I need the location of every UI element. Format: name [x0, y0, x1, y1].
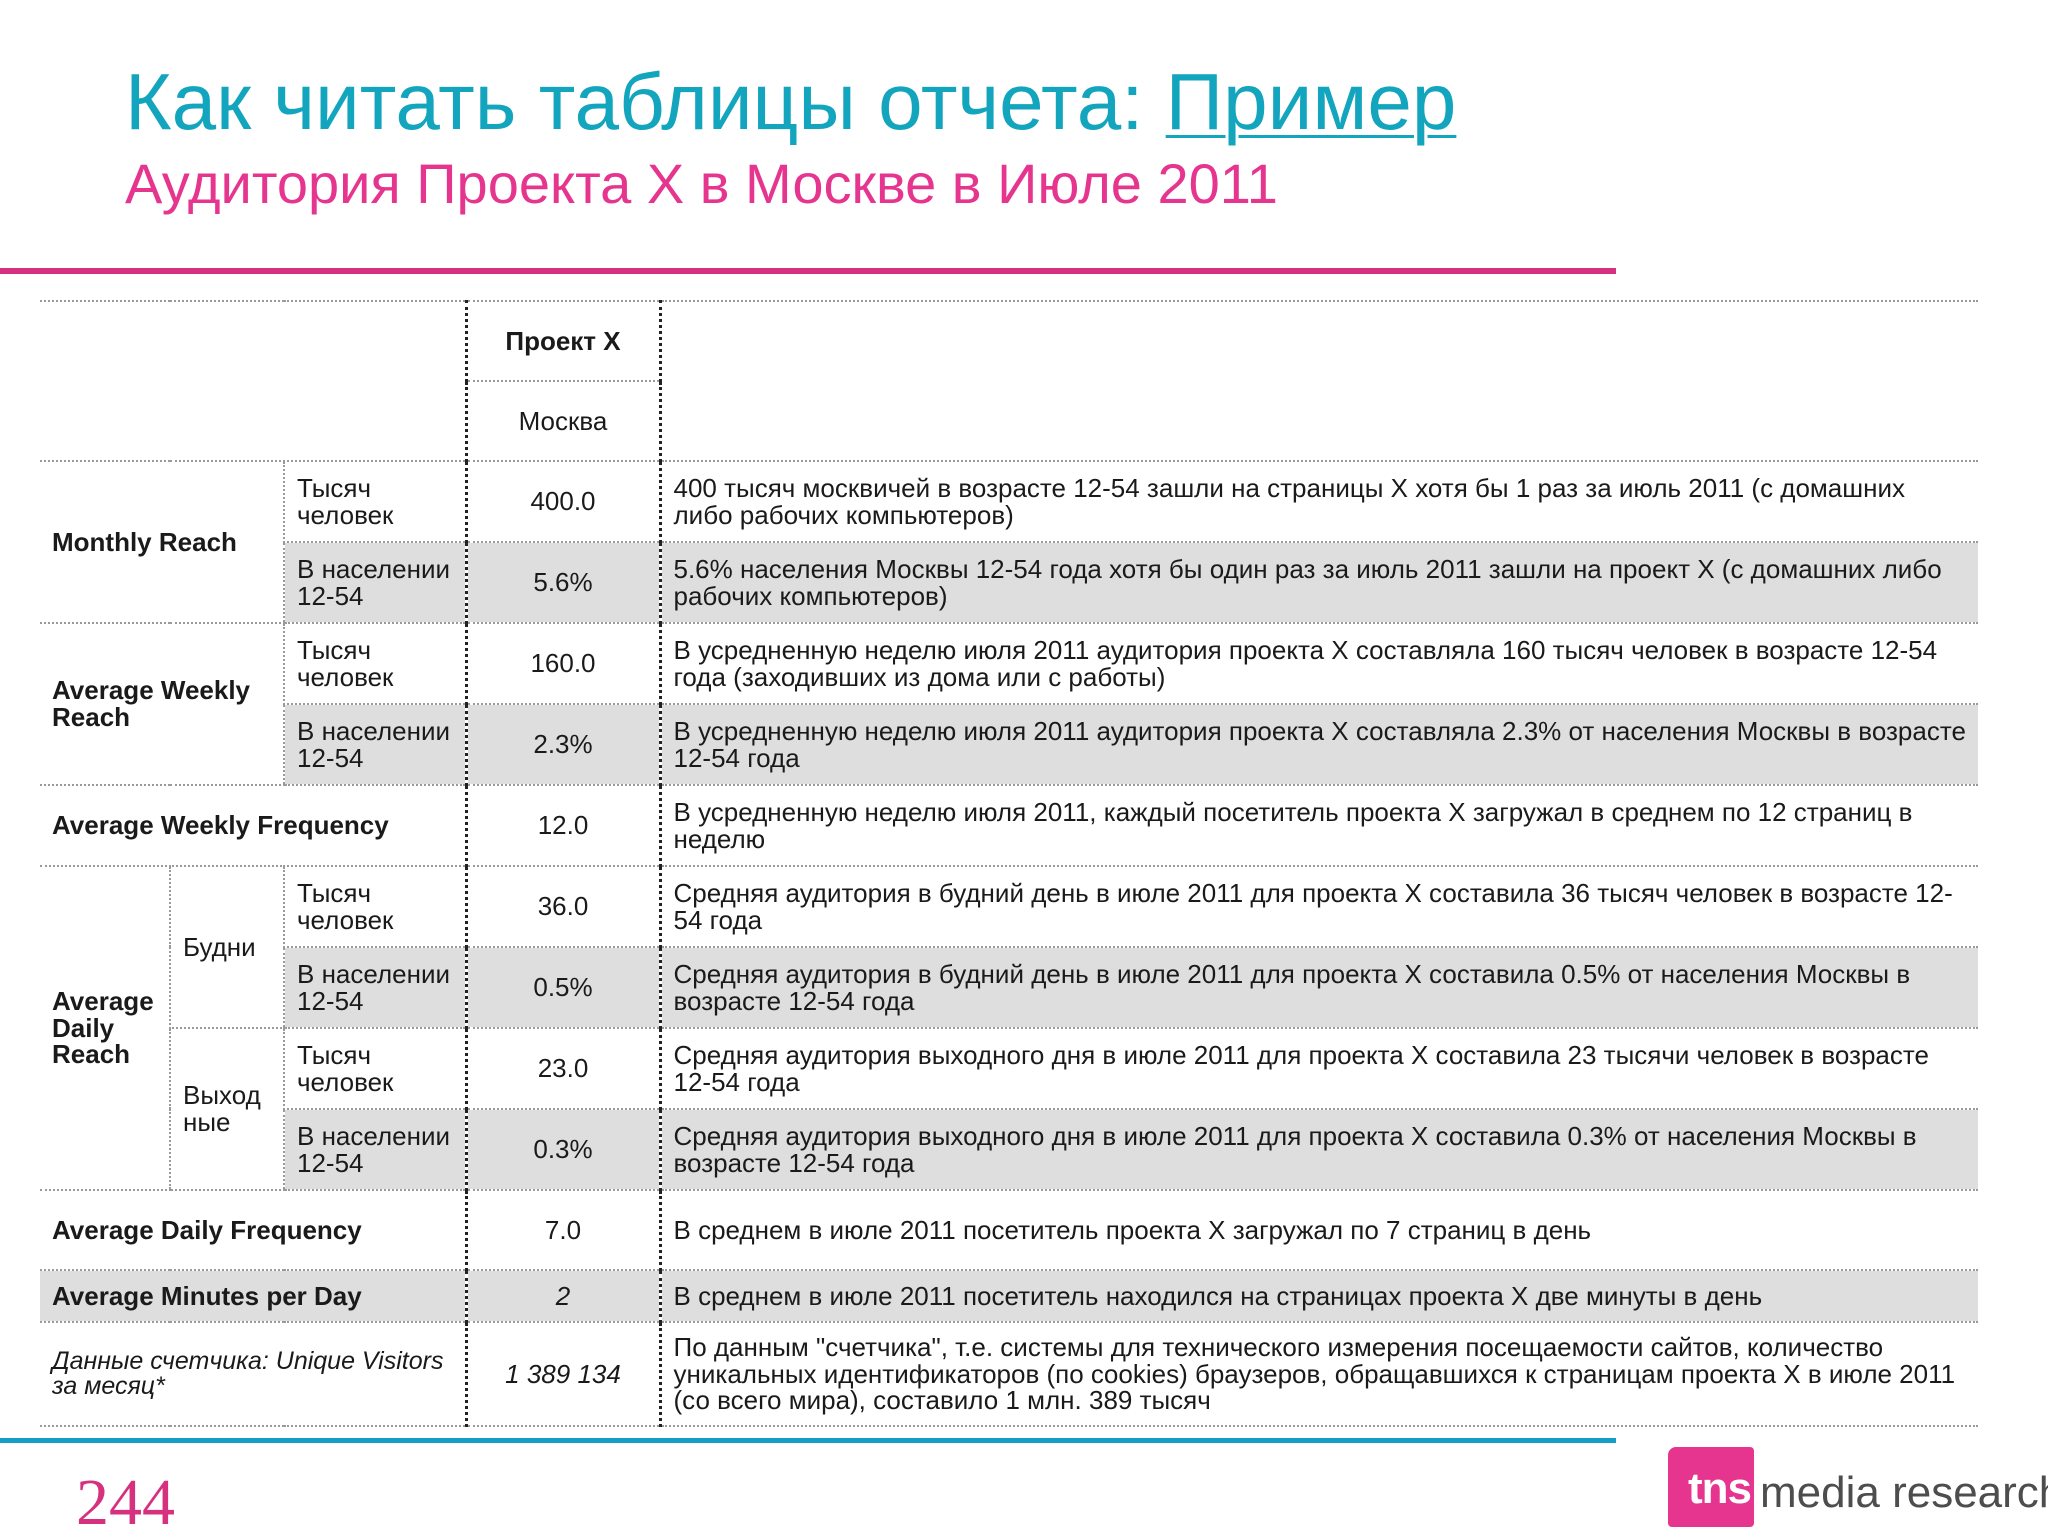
- desc-weekly-reach-thousands: В усредненную неделю июля 2011 аудитория…: [660, 622, 1978, 705]
- desc-daily-frequency: В среднем в июле 2011 посетитель проекта…: [660, 1189, 1978, 1271]
- metric-minutes-per-day: Average Minutes per Day: [40, 1269, 466, 1323]
- logo-mark: tns: [1668, 1447, 1754, 1527]
- metric-daily-frequency: Average Daily Frequency: [40, 1189, 466, 1271]
- page-number: 244: [76, 1466, 175, 1539]
- table-row: Average Weekly Frequency 12.0 В усреднен…: [40, 784, 1978, 867]
- value-weekends-thousands: 23.0: [464, 1027, 662, 1110]
- table-row: Monthly Reach Тысяч человек 400.0 400 ты…: [40, 460, 1978, 624]
- top-divider: [0, 268, 1616, 274]
- table-row: В населении 12-54 0.5% Средняя аудитория…: [40, 946, 1978, 1029]
- metric-weekly-frequency: Average Weekly Frequency: [40, 784, 466, 867]
- column-header-project: Проект X: [464, 300, 662, 382]
- metric-monthly-reach: Monthly Reach: [40, 460, 284, 624]
- metric-daily-reach: Average Daily Reach: [40, 865, 170, 1191]
- unit-thousands: Тысяч человек: [283, 622, 466, 705]
- value-counter: 1 389 134: [464, 1321, 662, 1427]
- value-monthly-reach-pop: 5.6%: [464, 541, 662, 624]
- header-empty-desc: [660, 300, 1978, 462]
- page-title: Как читать таблицы отчета: Пример: [125, 62, 1456, 142]
- unit-population: В населении 12-54: [283, 703, 466, 786]
- value-weekly-reach-pop: 2.3%: [464, 703, 662, 786]
- table-row: В населении 12-54 2.3% В усредненную нед…: [40, 703, 1978, 786]
- desc-weekly-frequency: В усредненную неделю июля 2011, каждый п…: [660, 784, 1978, 867]
- value-daily-frequency: 7.0: [464, 1189, 662, 1271]
- desc-weekly-reach-pop: В усредненную неделю июля 2011 аудитория…: [660, 703, 1978, 786]
- header-row-project: Проект X: [40, 300, 1978, 462]
- desc-weekdays-pop: Средняя аудитория в будний день в июле 2…: [660, 946, 1978, 1029]
- page-subtitle: Аудитория Проекта X в Москве в Июле 2011: [125, 152, 1278, 215]
- table-row: Average Weekly Reach Тысяч человек 160.0…: [40, 622, 1978, 786]
- value-weekly-frequency: 12.0: [464, 784, 662, 867]
- report-table: Проект X Москва Monthly Reach Тысяч чело…: [40, 300, 1978, 1427]
- bottom-divider: [0, 1438, 1616, 1443]
- table-row: Выход ные Тысяч человек 23.0 Средняя ауд…: [40, 1027, 1978, 1191]
- table-row: Average Daily Frequency 7.0 В среднем в …: [40, 1189, 1978, 1271]
- desc-counter: По данным "счетчика", т.е. системы для т…: [660, 1321, 1978, 1427]
- unit-thousands: Тысяч человек: [283, 460, 466, 543]
- value-weekdays-pop: 0.5%: [464, 946, 662, 1029]
- daily-weekdays-label: Будни: [169, 865, 284, 1029]
- unit-population: В населении 12-54: [283, 1108, 466, 1191]
- value-weekly-reach-thousands: 160.0: [464, 622, 662, 705]
- table-row: Average Daily Reach Будни Тысяч человек …: [40, 865, 1978, 1191]
- metric-weekly-reach: Average Weekly Reach: [40, 622, 284, 786]
- logo-text: media research: [1760, 1468, 2048, 1517]
- desc-weekdays-thousands: Средняя аудитория в будний день в июле 2…: [660, 865, 1978, 948]
- table-row: В населении 12-54 5.6% 5.6% населения Мо…: [40, 541, 1978, 624]
- unit-thousands: Тысяч человек: [283, 865, 466, 948]
- logo-mark-text: tns: [1688, 1464, 1752, 1513]
- table-row: Данные счетчика: Unique Visitors за меся…: [40, 1321, 1978, 1427]
- desc-weekends-thousands: Средняя аудитория выходного дня в июле 2…: [660, 1027, 1978, 1110]
- desc-monthly-reach-thousands: 400 тысяч москвичей в возрасте 12-54 заш…: [660, 460, 1978, 543]
- unit-population: В населении 12-54: [283, 946, 466, 1029]
- value-weekdays-thousands: 36.0: [464, 865, 662, 948]
- desc-monthly-reach-pop: 5.6% населения Москвы 12-54 года хотя бы…: [660, 541, 1978, 624]
- metric-counter: Данные счетчика: Unique Visitors за меся…: [40, 1321, 466, 1427]
- column-header-city: Москва: [464, 380, 662, 462]
- unit-population: В населении 12-54: [283, 541, 466, 624]
- value-monthly-reach-thousands: 400.0: [464, 460, 662, 543]
- value-weekends-pop: 0.3%: [464, 1108, 662, 1191]
- value-minutes-per-day: 2: [464, 1269, 662, 1323]
- table-row: Average Minutes per Day 2 В среднем в ию…: [40, 1269, 1978, 1323]
- page-title-prefix: Как читать таблицы отчета:: [125, 57, 1166, 146]
- desc-minutes-per-day: В среднем в июле 2011 посетитель находил…: [660, 1269, 1978, 1323]
- daily-weekends-label: Выход ные: [169, 1027, 284, 1191]
- unit-thousands: Тысяч человек: [283, 1027, 466, 1110]
- table-row: В населении 12-54 0.3% Средняя аудитория…: [40, 1108, 1978, 1191]
- example-link[interactable]: Пример: [1165, 57, 1457, 146]
- desc-weekends-pop: Средняя аудитория выходного дня в июле 2…: [660, 1108, 1978, 1191]
- header-row-city: Москва: [40, 380, 1978, 462]
- header-empty-cell: [40, 300, 466, 462]
